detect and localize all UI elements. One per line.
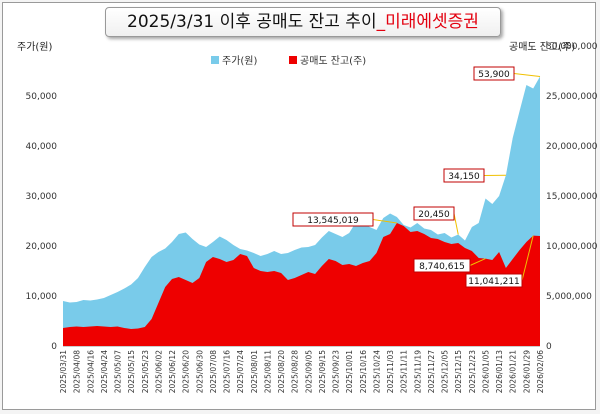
x-tick-label: 2025/09/15 — [318, 350, 327, 393]
x-tick-label: 2025/08/28 — [291, 350, 300, 393]
x-tick-label: 2025/06/30 — [195, 350, 204, 393]
y-right-tick-label: 15,000,000 — [546, 192, 598, 202]
x-tick-label: 2025/04/16 — [86, 350, 95, 393]
annotation-leader — [372, 219, 397, 224]
x-tick-label: 2025/08/01 — [250, 350, 259, 393]
annotation-label: 8,740,615 — [419, 262, 465, 272]
x-tick-label: 2025/05/15 — [127, 350, 136, 393]
x-tick-label: 2025/08/20 — [277, 350, 286, 393]
annotation-leader — [453, 213, 459, 235]
x-tick-label: 2026/02/06 — [536, 350, 545, 393]
annotation-box — [465, 273, 523, 288]
x-tick-label: 2025/11/27 — [427, 350, 436, 393]
annotation-label: 11,041,211 — [468, 277, 520, 287]
x-tick-label: 2025/06/02 — [154, 350, 163, 393]
annotation-label: 53,900 — [478, 70, 510, 80]
annotation-box — [292, 212, 374, 227]
x-tick-label: 2025/06/12 — [168, 350, 177, 393]
x-tick-label: 2025/11/11 — [400, 350, 409, 393]
x-tick-label: 2026/01/05 — [481, 350, 490, 393]
y-left-tick-label: 30,000 — [26, 192, 58, 202]
x-tick-label: 2025/11/19 — [413, 350, 422, 393]
legend-swatch-price — [211, 56, 219, 64]
x-tick-label: 2025/05/07 — [114, 350, 123, 393]
chart-title-accent: _미래에셋증권 — [376, 12, 479, 32]
annotation-box — [443, 168, 485, 183]
x-tick-label: 2025/12/23 — [468, 350, 477, 393]
legend-label-short: 공매도 잔고(주) — [300, 55, 366, 67]
legend-label-price: 주가(원) — [222, 55, 258, 67]
x-tick-label: 2025/03/31 — [59, 350, 68, 393]
y-left-tick-label: 10,000 — [26, 292, 58, 302]
y-right-tick-label: 25,000,000 — [546, 92, 598, 102]
x-tick-label: 2025/04/08 — [73, 350, 82, 393]
x-tick-label: 2025/12/15 — [454, 350, 463, 393]
x-tick-label: 2025/06/20 — [182, 350, 191, 393]
y-left-axis-label: 주가(원) — [17, 41, 53, 53]
annotation-leader — [513, 73, 541, 77]
y-right-tick-label: 30,000,000 — [546, 42, 598, 52]
chart-title-main: 2025/3/31 이후 공매도 잔고 추이 — [127, 12, 377, 32]
legend-swatch-short — [289, 56, 297, 64]
x-tick-label: 2025/09/05 — [304, 350, 313, 393]
annotation-box — [473, 66, 515, 81]
x-tick-label: 2026/01/21 — [509, 350, 518, 393]
x-tick-label: 2025/08/11 — [263, 350, 272, 393]
y-left-tick-label: 0 — [51, 342, 57, 352]
x-tick-label: 2025/10/24 — [372, 350, 381, 393]
y-left-tick-label: 20,000 — [26, 242, 58, 252]
x-tick-label: 2025/04/24 — [100, 350, 109, 393]
x-tick-label: 2025/11/03 — [386, 350, 395, 393]
x-tick-label: 2025/10/16 — [359, 350, 368, 393]
x-tick-label: 2025/07/16 — [223, 350, 232, 393]
annotation-box — [413, 206, 455, 221]
x-tick-label: 2025/09/23 — [332, 350, 341, 393]
short-interest-area — [63, 223, 540, 346]
y-left-tick-label: 40,000 — [26, 142, 58, 152]
y-right-tick-label: 5,000,000 — [546, 292, 592, 302]
y-right-axis-label: 공매도 잔고(주) — [509, 41, 575, 53]
annotation-label: 13,545,019 — [307, 216, 359, 226]
x-tick-label: 2025/12/05 — [441, 350, 450, 393]
x-tick-label: 2025/10/01 — [345, 350, 354, 393]
x-tick-label: 2026/01/29 — [522, 350, 531, 393]
y-right-tick-label: 10,000,000 — [546, 242, 598, 252]
chart-title: 2025/3/31 이후 공매도 잔고 추이_미래에셋증권 — [105, 7, 501, 37]
annotation-label: 34,150 — [448, 172, 480, 182]
x-tick-label: 2025/07/08 — [209, 350, 218, 393]
x-tick-label: 2026/01/13 — [495, 350, 504, 393]
y-left-tick-label: 50,000 — [26, 92, 58, 102]
annotation-leader — [521, 235, 534, 281]
annotation-box — [413, 258, 471, 273]
annotation-leader — [469, 258, 486, 266]
y-right-tick-label: 20,000,000 — [546, 142, 598, 152]
x-tick-label: 2025/07/24 — [236, 350, 245, 393]
annotation-label: 20,450 — [418, 210, 450, 220]
y-right-tick-label: 0 — [546, 342, 552, 352]
x-tick-label: 2025/05/23 — [141, 350, 150, 393]
